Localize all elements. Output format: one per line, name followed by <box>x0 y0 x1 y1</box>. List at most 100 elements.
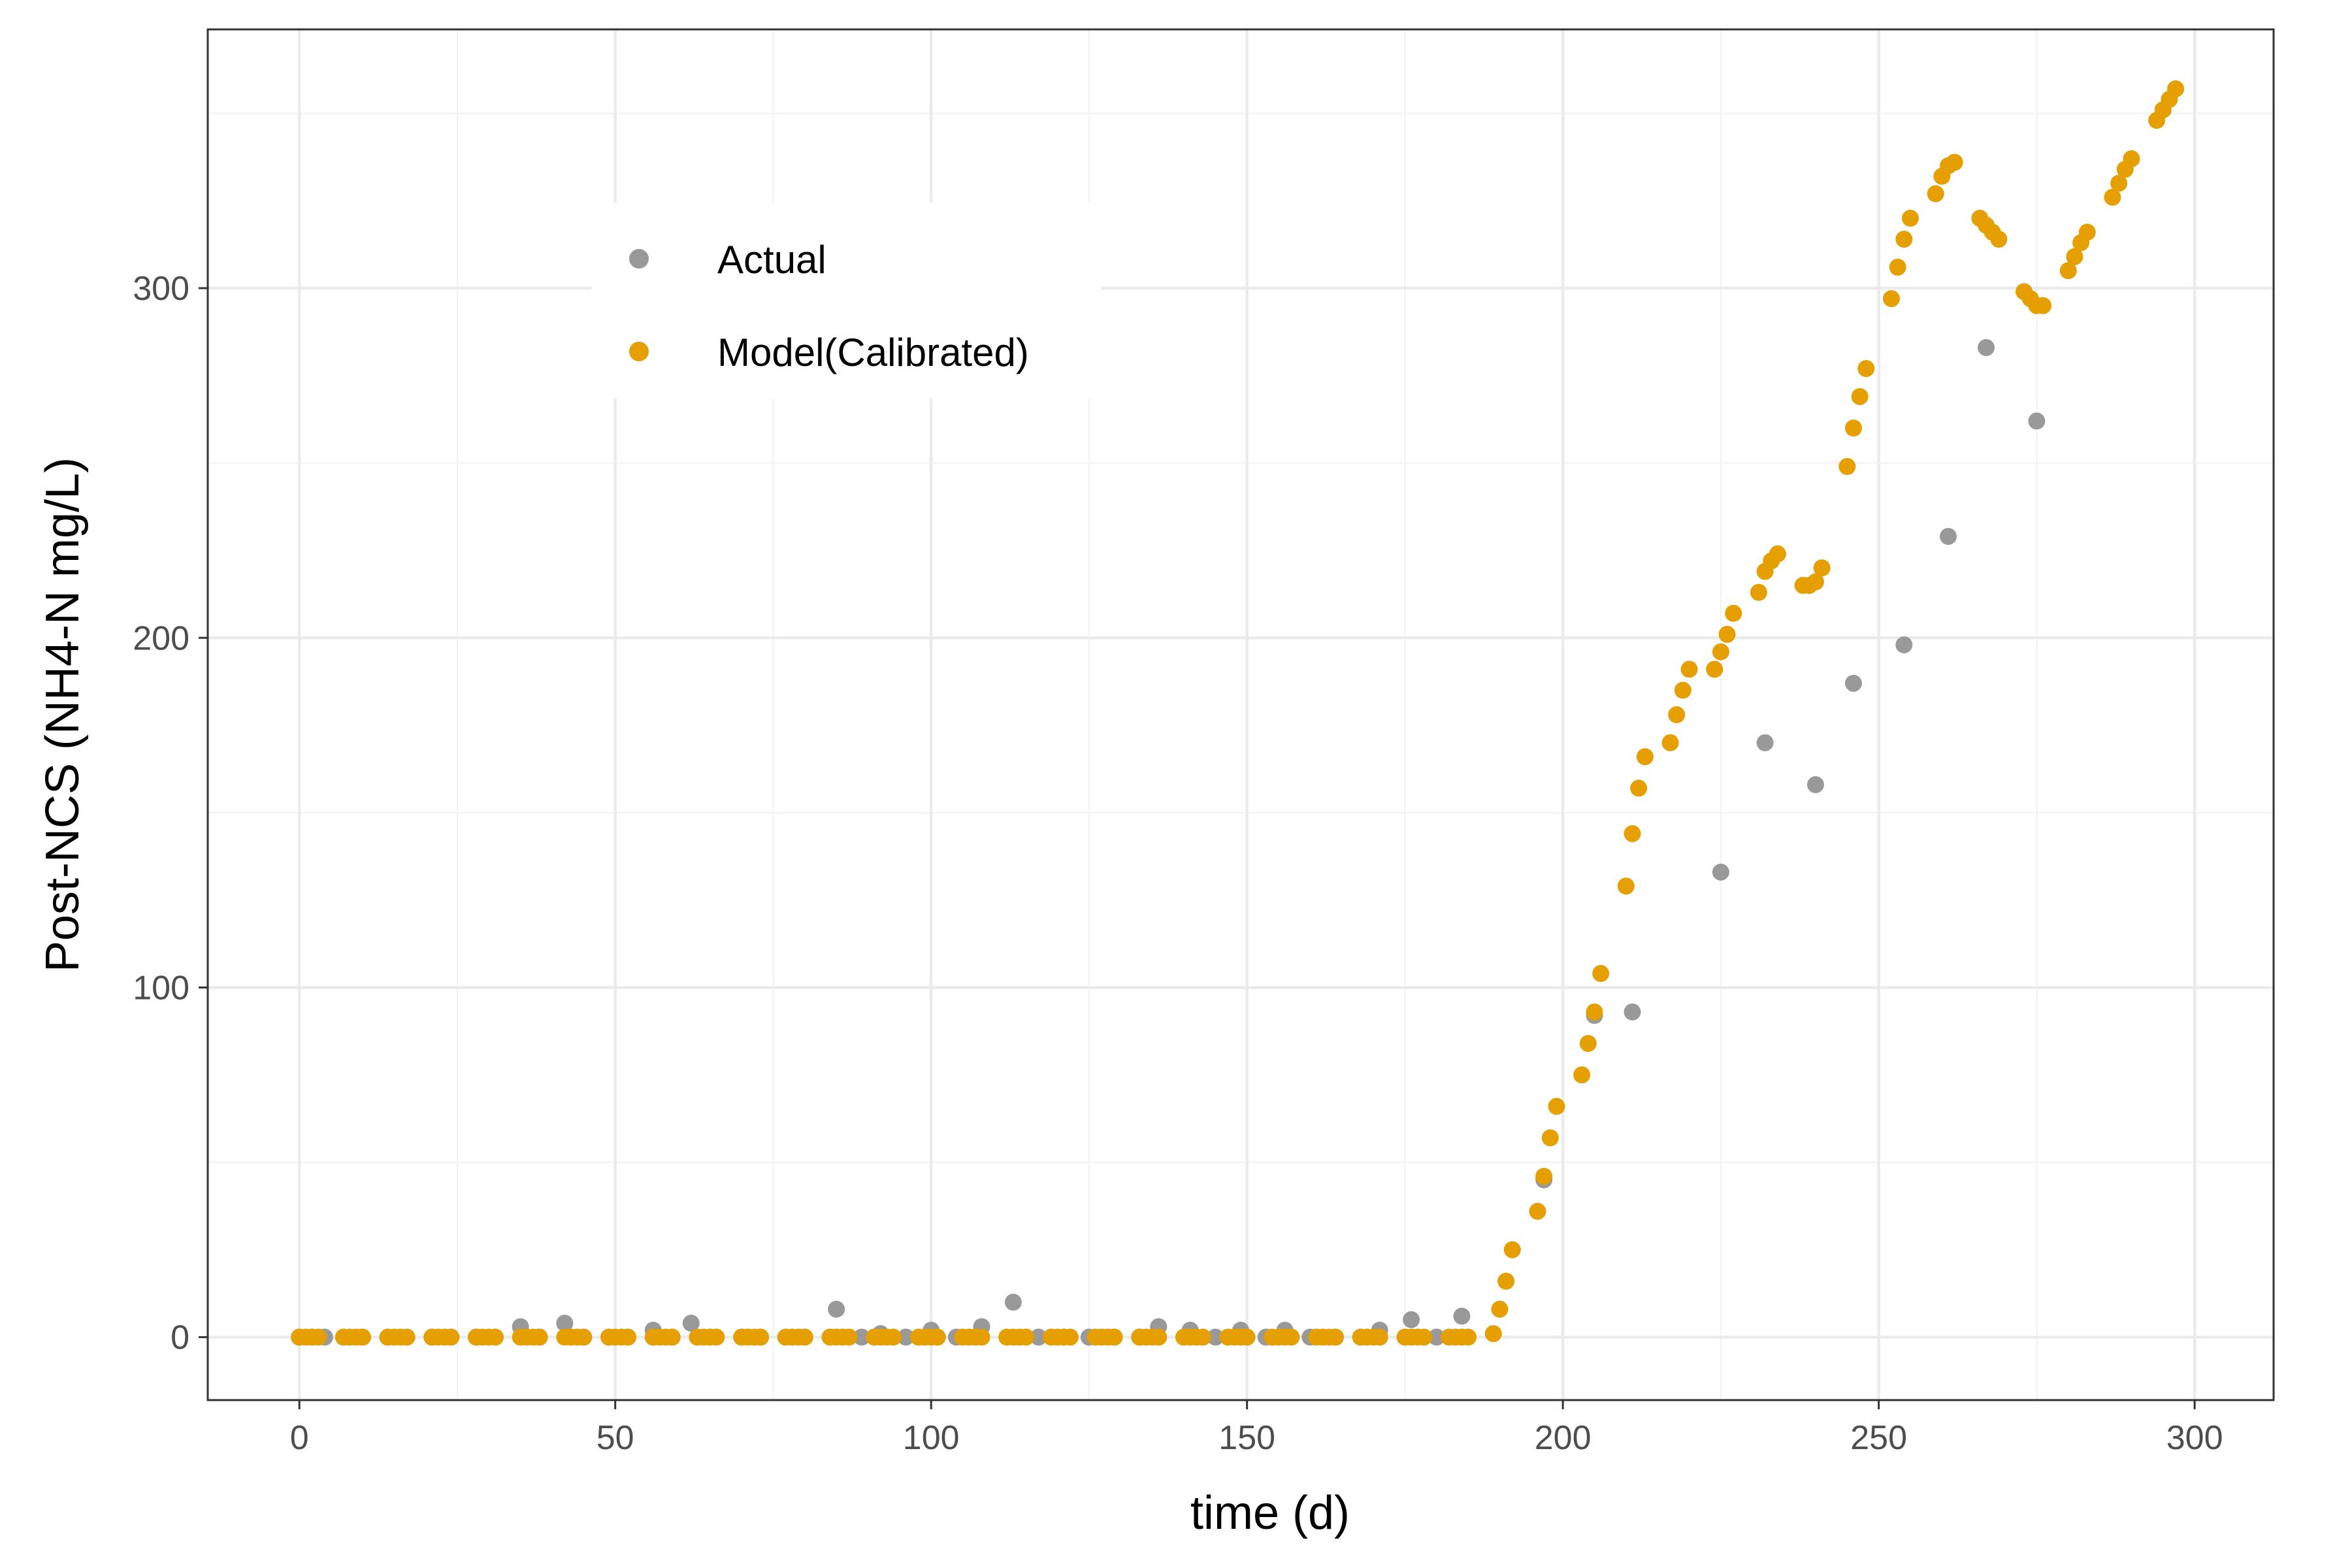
actual-point <box>556 1315 574 1332</box>
model-point <box>1813 559 1831 577</box>
model-point <box>1624 825 1641 842</box>
actual-point <box>1453 1307 1471 1325</box>
model-point <box>663 1328 681 1346</box>
model-point <box>2104 188 2121 206</box>
model-point <box>1630 779 1648 797</box>
model-point <box>531 1328 548 1346</box>
actual-point <box>1207 1328 1224 1346</box>
model-point <box>1327 1328 1345 1346</box>
model-point <box>1838 458 1856 476</box>
model-point <box>1750 583 1767 601</box>
model-point <box>2167 80 2185 97</box>
actual-point <box>828 1300 845 1318</box>
legend-label-actual: Actual <box>717 238 826 282</box>
model-point <box>2066 248 2083 265</box>
actual-point <box>1030 1328 1047 1346</box>
model-point <box>1882 290 1900 308</box>
model-point <box>1895 231 1913 248</box>
model-point <box>398 1328 416 1346</box>
model-point <box>1415 1328 1433 1346</box>
model-point <box>1889 258 1906 276</box>
model-point <box>1194 1328 1211 1346</box>
actual-point <box>1806 776 1824 794</box>
model-point <box>619 1328 637 1346</box>
model-point <box>1150 1328 1168 1346</box>
model-point <box>1680 661 1698 678</box>
model-point <box>1725 604 1742 622</box>
model-point <box>928 1328 946 1346</box>
model-point <box>1592 965 1610 983</box>
model-point <box>840 1328 858 1346</box>
x-axis: 0 50 100 150 200 250 300 <box>290 1400 2223 1457</box>
series-model <box>291 80 2185 1346</box>
actual-point <box>1004 1294 1022 1311</box>
model-point <box>1491 1300 1509 1318</box>
x-tick-label: 250 <box>1850 1419 1907 1457</box>
x-tick-label: 150 <box>1218 1419 1275 1457</box>
model-point <box>1851 387 1869 405</box>
model-point <box>1460 1328 1477 1346</box>
legend-background <box>591 203 1101 399</box>
actual-point <box>1895 636 1913 653</box>
model-point <box>1238 1328 1256 1346</box>
actual-point <box>897 1328 915 1346</box>
y-axis: 0 100 200 300 <box>133 270 208 1357</box>
model-point <box>1497 1273 1515 1290</box>
model-point <box>708 1328 725 1346</box>
model-point <box>752 1328 770 1346</box>
model-point <box>1061 1328 1079 1346</box>
model-point <box>1636 748 1654 766</box>
y-tick-label: 200 <box>133 619 189 657</box>
model-point <box>2034 297 2052 314</box>
model-point <box>1017 1328 1035 1346</box>
model-point <box>2059 262 2077 280</box>
legend-key-model <box>629 342 649 361</box>
actual-point <box>853 1328 870 1346</box>
model-point <box>1579 1035 1597 1053</box>
y-tick-label: 0 <box>171 1319 189 1357</box>
model-point <box>575 1328 593 1346</box>
model-point <box>353 1328 371 1346</box>
model-point <box>1901 210 1919 227</box>
legend-label-model: Model(Calibrated) <box>717 331 1029 374</box>
model-point <box>1674 681 1691 699</box>
model-point <box>1661 734 1679 751</box>
actual-point <box>1978 339 1995 357</box>
panel-border <box>206 28 2275 1401</box>
y-tick-label: 100 <box>133 969 189 1007</box>
actual-point <box>1428 1328 1445 1346</box>
model-point <box>1712 643 1729 661</box>
model-point <box>1946 154 1963 171</box>
x-tick-label: 0 <box>290 1419 309 1457</box>
major-grid <box>208 29 2274 1400</box>
model-point <box>1844 419 1862 437</box>
model-point <box>1541 1129 1559 1147</box>
model-point <box>1769 545 1786 563</box>
x-axis-title: time (d) <box>1190 1487 1350 1539</box>
x-tick-label: 50 <box>596 1419 634 1457</box>
model-point <box>1718 625 1736 643</box>
model-point <box>1535 1168 1553 1185</box>
model-point <box>2110 174 2128 192</box>
actual-point <box>1624 1003 1641 1021</box>
model-point <box>2078 223 2096 241</box>
model-point <box>1503 1241 1521 1258</box>
actual-point <box>1403 1311 1420 1328</box>
model-point <box>1371 1328 1388 1346</box>
model-point <box>1105 1328 1123 1346</box>
y-axis-title: Post-NCS (NH4-N mg/L) <box>37 457 89 972</box>
actual-point <box>1712 863 1729 881</box>
x-tick-label: 200 <box>1535 1419 1592 1457</box>
actual-point <box>1940 528 1957 546</box>
model-point <box>1668 706 1686 723</box>
actual-point <box>2028 412 2046 430</box>
model-point <box>1484 1325 1502 1343</box>
model-point <box>796 1328 813 1346</box>
legend: Actual Model(Calibrated) <box>591 203 1101 399</box>
model-point <box>1548 1098 1565 1115</box>
model-point <box>1857 360 1875 378</box>
model-point <box>973 1328 990 1346</box>
model-point <box>1706 661 1723 678</box>
x-tick-label: 100 <box>903 1419 960 1457</box>
